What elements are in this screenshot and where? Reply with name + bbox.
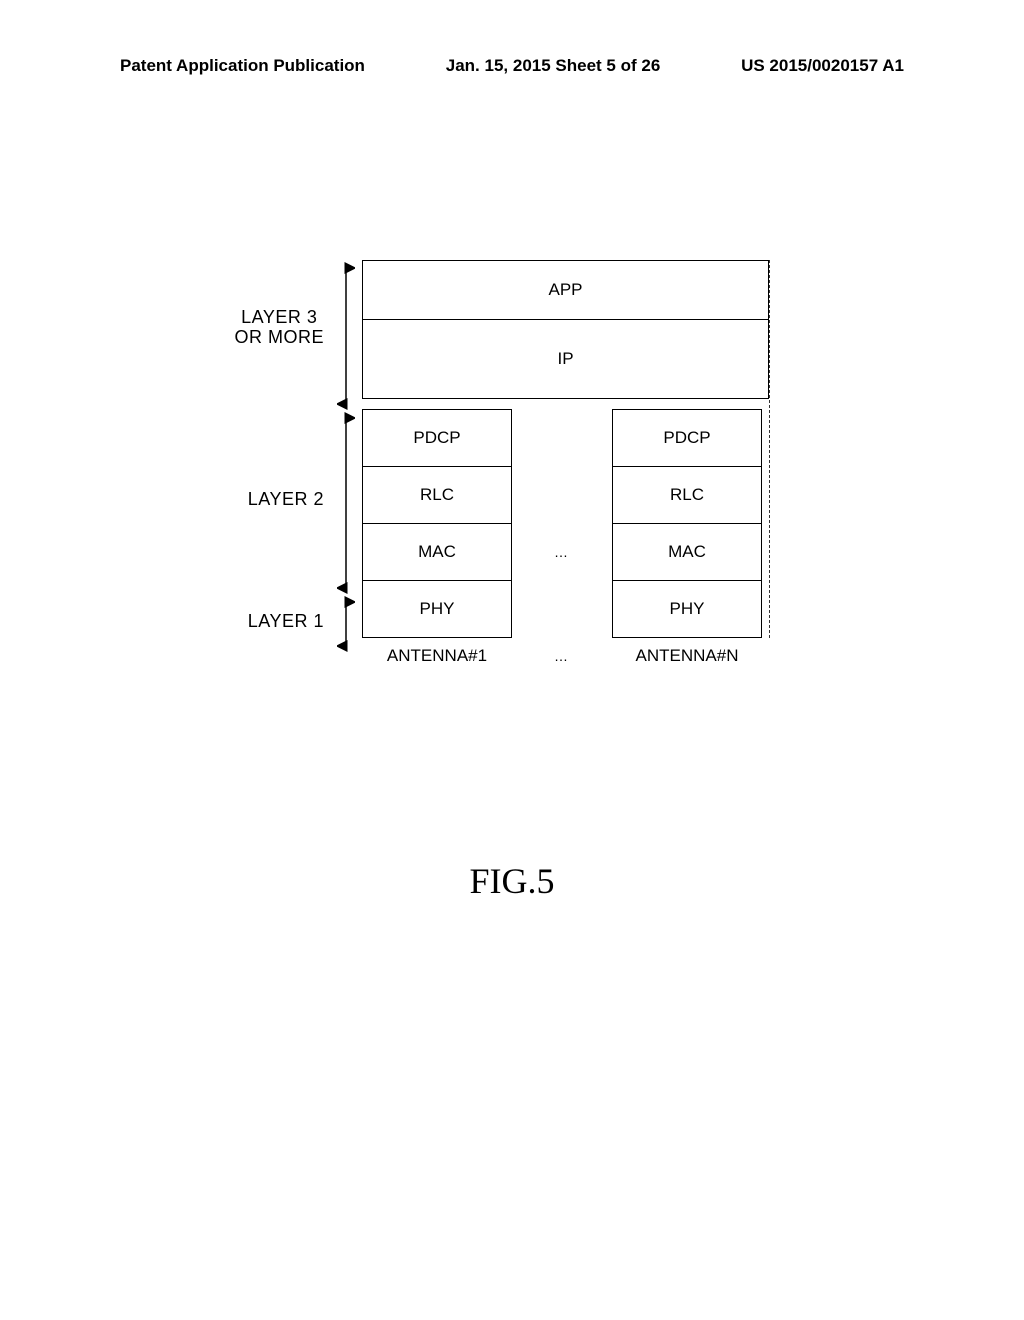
layer-labels: LAYER 3 OR MORE LAYER 2 LAYER 1	[210, 260, 330, 666]
box-rlc-1: RLC	[362, 466, 512, 524]
gap	[512, 580, 612, 638]
antenna-labels: ANTENNA#1 … ANTENNA#N	[362, 646, 770, 666]
box-app: APP	[362, 260, 769, 320]
header-center: Jan. 15, 2015 Sheet 5 of 26	[446, 56, 661, 76]
layer-arrows	[330, 260, 362, 666]
dots-icon: …	[512, 523, 612, 581]
box-pdcp-n: PDCP	[612, 409, 762, 467]
box-phy-1: PHY	[362, 580, 512, 638]
page-header: Patent Application Publication Jan. 15, …	[0, 56, 1024, 76]
antenna-1: ANTENNA#1	[362, 646, 512, 666]
header-left: Patent Application Publication	[120, 56, 365, 76]
box-phy-n: PHY	[612, 580, 762, 638]
arrow-layer2-icon	[337, 410, 355, 596]
dots-icon: …	[512, 648, 612, 664]
arrow-layer1-icon	[337, 594, 355, 654]
box-ip: IP	[362, 319, 769, 399]
box-mac-n: MAC	[612, 523, 762, 581]
figure: LAYER 3 OR MORE LAYER 2 LAYER 1	[210, 260, 770, 666]
label-layer1: LAYER 1	[248, 612, 324, 632]
box-mac-1: MAC	[362, 523, 512, 581]
box-pdcp-1: PDCP	[362, 409, 512, 467]
box-rlc-n: RLC	[612, 466, 762, 524]
arrow-layer3-icon	[337, 260, 355, 412]
protocol-stack: APP IP PDCP PDCP RLC RLC MAC	[362, 260, 770, 666]
gap	[512, 466, 612, 524]
gap	[512, 409, 612, 467]
label-layer3: LAYER 3 OR MORE	[234, 308, 324, 348]
figure-caption: FIG.5	[0, 860, 1024, 902]
label-layer2: LAYER 2	[248, 490, 324, 510]
antenna-n: ANTENNA#N	[612, 646, 762, 666]
header-right: US 2015/0020157 A1	[741, 56, 904, 76]
